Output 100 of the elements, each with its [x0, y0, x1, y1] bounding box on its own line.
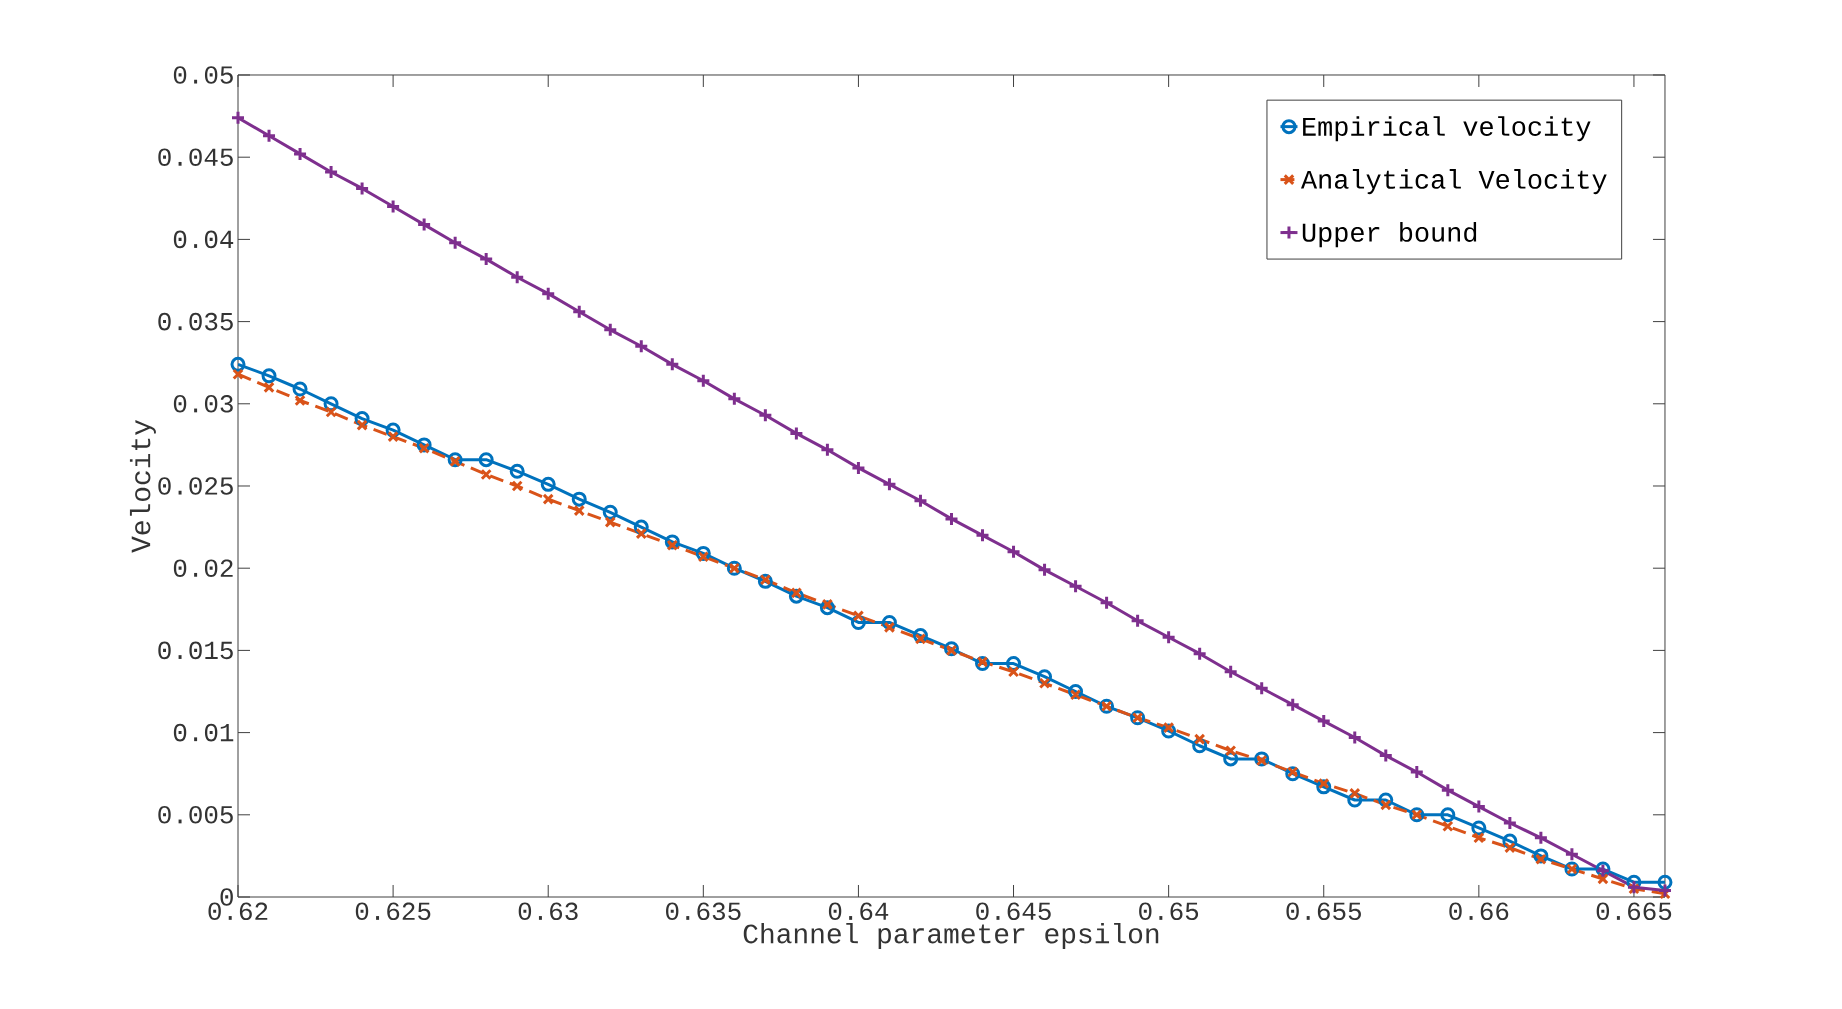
point: [1161, 629, 1177, 645]
point: [1442, 820, 1454, 833]
point: [1068, 578, 1084, 594]
point: [788, 425, 804, 441]
point: [1099, 595, 1115, 611]
point: [726, 391, 742, 407]
point: [509, 463, 525, 479]
point: [633, 338, 649, 354]
point: [1224, 744, 1237, 757]
point: [819, 442, 835, 458]
x-tick-label: 0.625: [355, 902, 431, 921]
point: [1378, 748, 1394, 764]
point: [1318, 777, 1330, 790]
point: [1192, 646, 1208, 662]
point: [478, 251, 494, 267]
legend-label: Upper bound: [1302, 222, 1477, 248]
point: [447, 235, 463, 251]
point: [602, 504, 618, 520]
x-tick-label: 0.65: [1139, 902, 1199, 921]
point: [1223, 664, 1239, 680]
point: [1597, 873, 1609, 885]
point: [1349, 787, 1361, 800]
point: [914, 633, 927, 645]
point: [540, 286, 556, 302]
x-tick-label: 0.655: [1286, 902, 1361, 921]
point: [232, 368, 244, 380]
x-tick-label: 0.66: [1449, 902, 1509, 921]
point: [1471, 799, 1487, 815]
point: [1347, 730, 1363, 746]
point: [821, 598, 834, 611]
y-tick-label: 0.005: [158, 806, 233, 824]
point: [230, 110, 246, 126]
point: [292, 146, 308, 162]
point: [1535, 853, 1547, 865]
point: [354, 180, 370, 196]
point: [976, 656, 989, 668]
y-tick-label: 0.05: [173, 66, 233, 84]
point: [1316, 713, 1332, 729]
point: [666, 539, 679, 551]
point: [635, 527, 648, 540]
point: [292, 381, 308, 397]
legend-label: Analytical Velocity: [1300, 169, 1607, 195]
point: [230, 356, 246, 372]
y-axis-title: Velocity: [129, 419, 156, 553]
point: [542, 493, 554, 505]
point: [1130, 613, 1146, 629]
point: [912, 493, 928, 509]
y-tick-label: 0.035: [158, 312, 233, 331]
point: [1502, 815, 1518, 831]
point: [1471, 820, 1487, 836]
x-tick-label: 0.665: [1596, 902, 1672, 921]
point: [261, 128, 277, 144]
point: [418, 442, 430, 454]
y-tick-label: 0.02: [173, 559, 233, 577]
point: [571, 491, 587, 507]
point: [1473, 832, 1485, 844]
point: [511, 480, 523, 492]
point: [509, 269, 525, 285]
x-tick-label: 0.63: [518, 902, 578, 921]
x-tick-label: 0.64: [828, 902, 889, 921]
point: [480, 468, 492, 481]
point: [385, 199, 401, 215]
point: [571, 304, 587, 320]
point: [294, 394, 306, 407]
y-tick-label: 0.015: [158, 641, 233, 660]
point: [1286, 766, 1299, 778]
point: [416, 217, 432, 233]
point: [943, 511, 959, 527]
point: [540, 476, 556, 492]
point: [883, 621, 896, 634]
x-tick-label: 0.645: [976, 902, 1051, 921]
point: [478, 452, 494, 468]
point: [387, 430, 399, 443]
point: [664, 356, 680, 372]
point: [1038, 677, 1051, 690]
y-tick-label: 0.025: [158, 477, 233, 495]
point: [323, 164, 339, 180]
y-tick-label: 0.01: [173, 723, 234, 742]
point: [1657, 882, 1673, 898]
point: [573, 504, 585, 517]
y-tick-label: 0.03: [173, 395, 233, 413]
point: [757, 407, 773, 423]
point: [1564, 846, 1580, 862]
point: [1162, 721, 1175, 734]
point: [1254, 680, 1270, 696]
point: [325, 406, 337, 418]
point: [695, 373, 711, 389]
y-tick-label: 0.04: [173, 230, 234, 249]
point: [1285, 697, 1301, 713]
point: [1440, 782, 1456, 798]
y-tick-label: 0.045: [158, 148, 233, 166]
point: [1037, 562, 1053, 578]
point: [263, 381, 275, 394]
point: [1626, 879, 1642, 895]
point: [850, 460, 866, 476]
point: [1193, 733, 1206, 745]
point: [261, 368, 277, 384]
point: [975, 527, 991, 543]
point: [790, 587, 803, 599]
point: [881, 476, 897, 492]
